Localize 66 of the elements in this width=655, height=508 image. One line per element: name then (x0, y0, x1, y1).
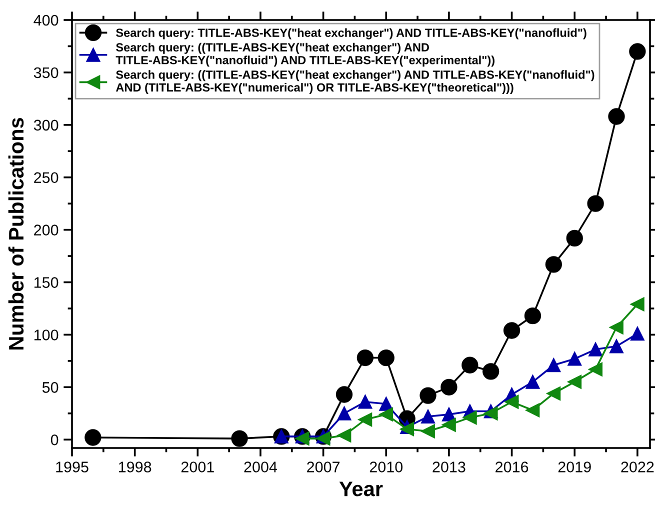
y-tick-label: 250 (34, 172, 58, 184)
point (629, 43, 646, 60)
point (568, 352, 582, 366)
point (337, 428, 352, 442)
x-tick-label: 2001 (181, 462, 214, 472)
point (503, 322, 520, 339)
y-tick-label: 0 (50, 434, 58, 446)
x-tick-label: 2016 (496, 462, 528, 472)
point (462, 410, 477, 425)
point (608, 108, 625, 125)
point (420, 387, 436, 404)
x-tick-label: 2013 (432, 462, 466, 472)
point (526, 403, 540, 418)
point (630, 297, 644, 312)
point (358, 412, 372, 427)
y-axis-title: Number of Publications (8, 118, 24, 350)
legend-label: Search query: ((TITLE-ABS-KEY("heat exchanger") AND TITLE-ABS-KEY("nanofluid") AND TITLE-ABS-KEY("experimental")) (116, 42, 494, 67)
y-tick-label: 150 (34, 277, 58, 288)
y-tick-label: 50 (42, 382, 58, 393)
point (588, 342, 602, 356)
point (568, 374, 582, 389)
point (546, 386, 561, 400)
point (610, 339, 624, 354)
y-tick-label: 200 (34, 224, 58, 236)
point (440, 378, 458, 396)
point (231, 430, 248, 447)
legend-label: Search query: TITLE-ABS-KEY("heat exchanger") AND TITLE-ABS-KEY("nanofluid") (116, 28, 586, 40)
point (566, 230, 583, 247)
legend-label: Search query: ((TITLE-ABS-KEY("heat exchanger") AND TITLE-ABS-KEY("nanofluid") AND (TITLE-ABS-KEY("numerical") OR TITLE-ABS-KEY("theoretical"))) (116, 70, 594, 94)
x-tick-label: 2010 (370, 462, 403, 472)
x-tick-label: 1995 (56, 462, 88, 472)
point (337, 406, 352, 420)
point (336, 386, 353, 403)
x-tick-label: 2019 (558, 462, 591, 472)
point (421, 424, 435, 438)
point (356, 349, 374, 366)
point (524, 307, 542, 324)
x-axis-title: Year (339, 482, 383, 496)
point (442, 418, 456, 432)
point (421, 410, 435, 424)
point (482, 363, 500, 380)
point (546, 358, 561, 372)
point (587, 195, 604, 212)
point (588, 362, 602, 376)
point (316, 432, 330, 446)
point (358, 394, 372, 409)
point (630, 326, 644, 341)
x-tick-label: 2022 (621, 462, 654, 472)
point (545, 256, 562, 273)
point (610, 320, 624, 334)
x-tick-label: 2004 (244, 462, 278, 472)
point (504, 394, 519, 409)
y-tick-label: 350 (34, 67, 58, 78)
point (295, 432, 310, 446)
y-tick-label: 400 (34, 14, 58, 26)
y-tick-label: 300 (34, 120, 58, 131)
point (526, 374, 540, 389)
point (442, 407, 456, 422)
y-tick-label: 100 (34, 330, 58, 340)
x-tick-label: 2007 (307, 462, 340, 472)
point (379, 407, 394, 422)
point (378, 349, 394, 366)
point (462, 356, 478, 374)
point (84, 429, 102, 446)
x-tick-label: 1998 (119, 462, 152, 472)
point (400, 422, 414, 436)
